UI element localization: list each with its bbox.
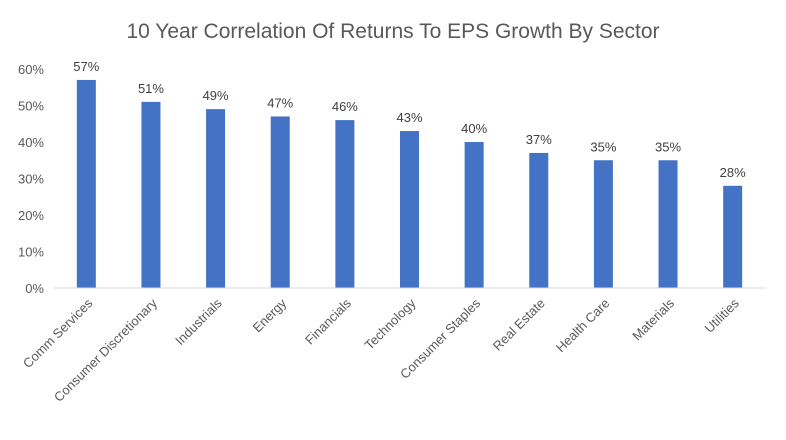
x-tick-label: Consumer Discretionary xyxy=(51,295,161,405)
y-tick-label: 40% xyxy=(18,135,44,150)
bar xyxy=(335,120,355,288)
data-label: 35% xyxy=(655,139,681,154)
x-tick-label: Industrials xyxy=(172,295,225,348)
x-tick-label: Energy xyxy=(250,295,290,335)
bar xyxy=(658,160,678,288)
y-tick-label: 50% xyxy=(18,99,44,114)
data-label: 46% xyxy=(332,99,358,114)
y-tick-label: 20% xyxy=(18,208,44,223)
bar xyxy=(76,79,96,288)
bar xyxy=(593,160,613,288)
x-tick-label: Financials xyxy=(302,295,354,347)
x-tick-label: Health Care xyxy=(553,296,613,356)
data-label: 51% xyxy=(138,81,164,96)
bar xyxy=(529,152,549,288)
bar xyxy=(464,142,484,288)
data-label: 49% xyxy=(203,88,229,103)
data-label: 35% xyxy=(590,139,616,154)
y-tick-label: 0% xyxy=(25,281,44,296)
data-label: 40% xyxy=(461,121,487,136)
y-tick-label: 60% xyxy=(18,62,44,77)
data-label: 28% xyxy=(720,165,746,180)
data-label: 43% xyxy=(396,110,422,125)
y-tick-label: 30% xyxy=(18,172,44,187)
data-label: 57% xyxy=(73,59,99,74)
data-label: 47% xyxy=(267,95,293,110)
chart-title: 10 Year Correlation Of Returns To EPS Gr… xyxy=(126,20,659,43)
x-tick-label: Technology xyxy=(362,295,419,352)
bar xyxy=(270,116,290,288)
x-tick-label: Materials xyxy=(629,295,677,343)
data-label: 37% xyxy=(526,132,552,147)
bar xyxy=(206,109,226,289)
bar xyxy=(400,131,419,288)
bar xyxy=(723,185,743,288)
y-axis: 0% 10% 20% 30% 40% 50% 60% xyxy=(18,62,44,296)
bar xyxy=(141,101,161,288)
x-tick-label: Real Estate xyxy=(490,296,548,354)
y-tick-label: 10% xyxy=(18,245,44,260)
x-tick-label: Utilities xyxy=(702,295,743,336)
bars: 57% 51% 49% 47% 46% 43% 40% 37% 35% 35% 28% xyxy=(73,59,746,289)
